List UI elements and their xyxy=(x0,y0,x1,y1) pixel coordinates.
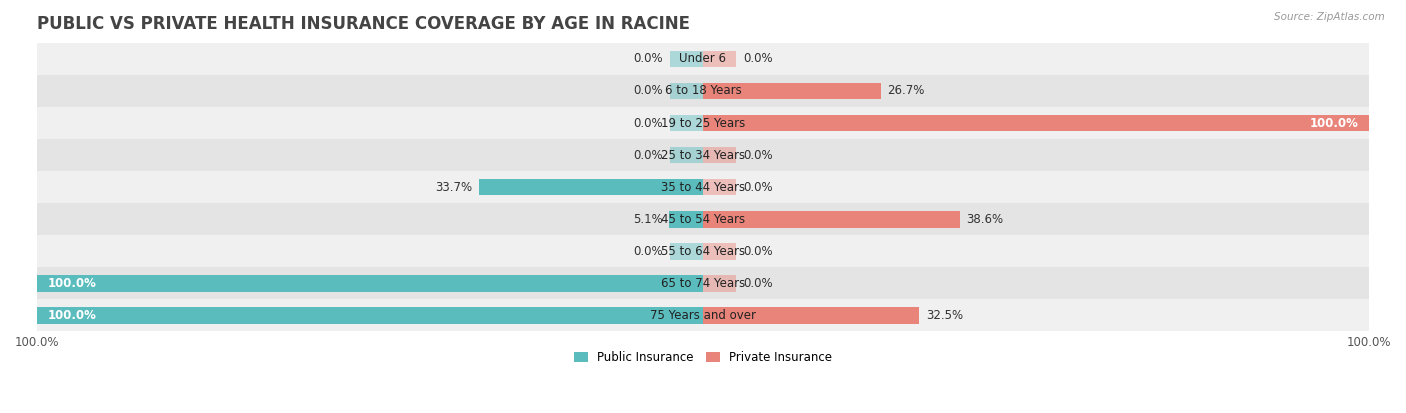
Text: 0.0%: 0.0% xyxy=(634,85,664,97)
Text: 0.0%: 0.0% xyxy=(634,116,664,130)
Bar xyxy=(669,147,703,164)
Bar xyxy=(703,243,737,260)
Text: 0.0%: 0.0% xyxy=(742,245,772,258)
Bar xyxy=(37,203,1369,235)
Text: 0.0%: 0.0% xyxy=(742,180,772,194)
Text: PUBLIC VS PRIVATE HEALTH INSURANCE COVERAGE BY AGE IN RACINE: PUBLIC VS PRIVATE HEALTH INSURANCE COVER… xyxy=(37,15,690,33)
Text: 33.7%: 33.7% xyxy=(434,180,472,194)
Bar xyxy=(703,115,1369,131)
Text: 25 to 34 Years: 25 to 34 Years xyxy=(661,149,745,161)
Bar xyxy=(37,75,1369,107)
Bar xyxy=(703,147,737,164)
Text: 100.0%: 100.0% xyxy=(48,277,96,290)
Text: 19 to 25 Years: 19 to 25 Years xyxy=(661,116,745,130)
Text: 0.0%: 0.0% xyxy=(634,52,664,65)
Bar xyxy=(669,50,703,67)
Bar xyxy=(37,299,1369,331)
Bar xyxy=(37,275,703,292)
Text: 6 to 18 Years: 6 to 18 Years xyxy=(665,85,741,97)
Text: 0.0%: 0.0% xyxy=(742,149,772,161)
Bar xyxy=(37,139,1369,171)
Text: 32.5%: 32.5% xyxy=(927,309,963,322)
Bar xyxy=(703,50,737,67)
Bar xyxy=(37,307,703,324)
Text: 75 Years and over: 75 Years and over xyxy=(650,309,756,322)
Bar xyxy=(37,171,1369,203)
Text: 35 to 44 Years: 35 to 44 Years xyxy=(661,180,745,194)
Bar xyxy=(37,43,1369,75)
Text: 55 to 64 Years: 55 to 64 Years xyxy=(661,245,745,258)
Text: 65 to 74 Years: 65 to 74 Years xyxy=(661,277,745,290)
Bar xyxy=(37,107,1369,139)
Bar xyxy=(37,267,1369,299)
Text: 38.6%: 38.6% xyxy=(967,213,1004,226)
Bar xyxy=(669,211,703,228)
Bar xyxy=(703,83,880,99)
Text: 0.0%: 0.0% xyxy=(742,277,772,290)
Bar xyxy=(37,235,1369,267)
Text: Under 6: Under 6 xyxy=(679,52,727,65)
Bar xyxy=(478,179,703,195)
Text: 100.0%: 100.0% xyxy=(1310,116,1358,130)
Text: 45 to 54 Years: 45 to 54 Years xyxy=(661,213,745,226)
Bar xyxy=(703,211,960,228)
Text: 0.0%: 0.0% xyxy=(634,149,664,161)
Legend: Public Insurance, Private Insurance: Public Insurance, Private Insurance xyxy=(569,347,837,369)
Text: 0.0%: 0.0% xyxy=(742,52,772,65)
Text: 100.0%: 100.0% xyxy=(48,309,96,322)
Text: 5.1%: 5.1% xyxy=(633,213,662,226)
Bar xyxy=(703,179,737,195)
Text: 26.7%: 26.7% xyxy=(887,85,925,97)
Bar xyxy=(703,275,737,292)
Bar xyxy=(669,243,703,260)
Bar xyxy=(669,83,703,99)
Text: 0.0%: 0.0% xyxy=(634,245,664,258)
Bar xyxy=(669,115,703,131)
Bar xyxy=(703,307,920,324)
Text: Source: ZipAtlas.com: Source: ZipAtlas.com xyxy=(1274,12,1385,22)
